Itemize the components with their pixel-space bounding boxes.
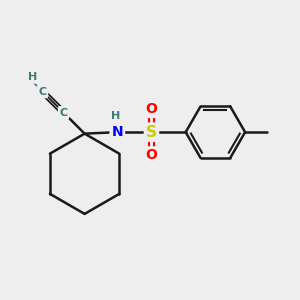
Text: H: H [28, 72, 37, 82]
Text: N: N [112, 125, 123, 139]
Text: C: C [59, 108, 68, 118]
Text: H: H [111, 111, 120, 121]
Text: O: O [146, 148, 158, 162]
Text: C: C [38, 87, 46, 97]
Text: O: O [146, 102, 158, 116]
Text: S: S [146, 125, 157, 140]
